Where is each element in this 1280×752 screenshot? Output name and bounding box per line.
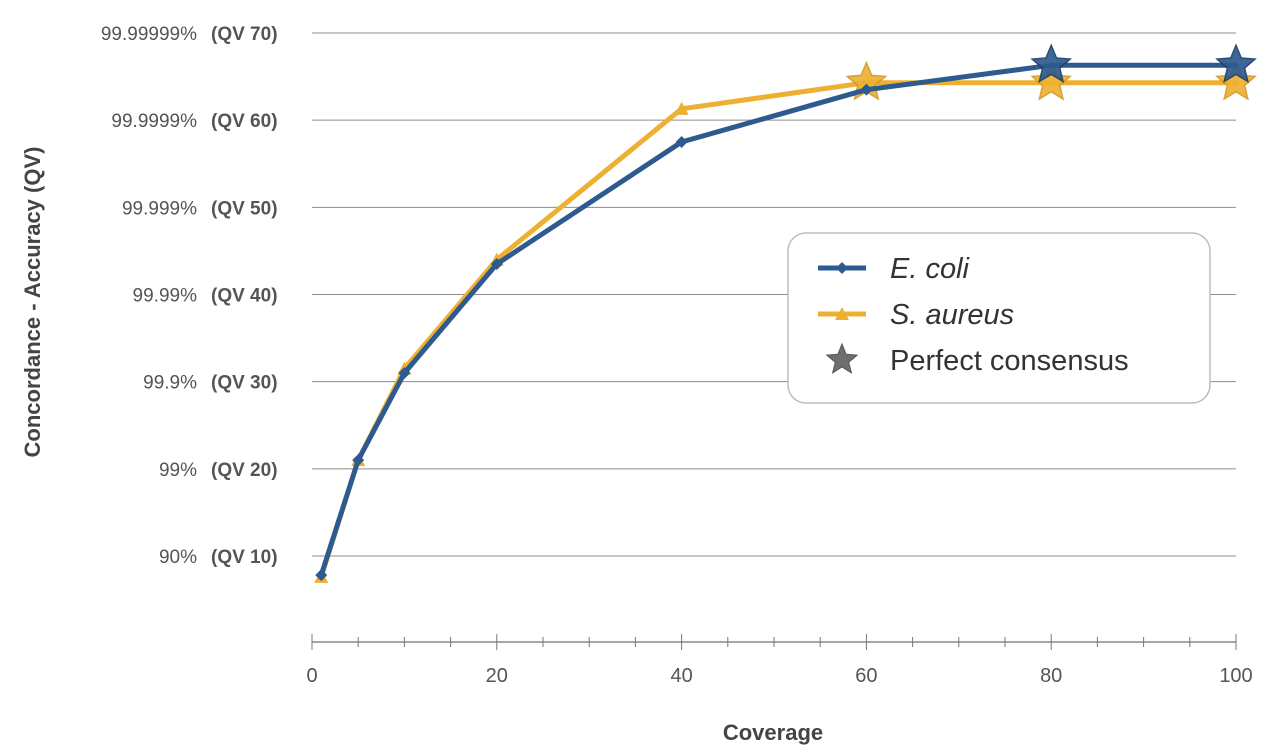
legend: E. coli S. aureus Perfect consensus [787,232,1211,404]
x-axis-title: Coverage [723,720,823,745]
x-tick-label: 60 [855,665,877,687]
legend-box [787,232,1211,404]
y-tick-label-qv: (QV 60) [211,111,278,132]
y-tick-label-pct: 90% [159,547,197,568]
y-tick-label-qv: (QV 20) [211,460,278,481]
y-tick-label-pct: 99% [159,460,197,481]
perfect-consensus-star [1030,60,1073,101]
data-point-diamond [860,83,873,96]
x-tick-label: 40 [670,665,692,687]
y-tick-label-pct: 99.9999% [111,111,197,132]
x-tick-label: 0 [306,665,317,687]
x-axis: 0 20 40 60 80 100 [306,634,1253,687]
x-tick-label: 80 [1040,665,1062,687]
legend-label: Perfect consensus [890,345,1129,377]
y-tick-label-pct: 99.99999% [101,24,197,45]
x-tick-label: 20 [486,665,508,687]
y-tick-label-qv: (QV 10) [211,547,278,568]
legend-star-icon [825,342,859,374]
perfect-consensus-star [1215,60,1257,101]
data-point-diamond [315,569,328,582]
legend-item: E. coli [818,253,971,285]
series-group [314,43,1257,583]
data-point-diamond [352,454,365,467]
y-tick-label-qv: (QV 30) [211,373,278,394]
perfect-consensus-star [1030,43,1073,83]
legend-label: S. aureus [890,299,1014,331]
legend-marker-triangle [835,307,849,320]
series-line [318,62,1239,578]
series-e-coli [315,43,1257,582]
legend-item: Perfect consensus [825,342,1129,377]
y-axis-ticks: 90% (QV 10) 99% (QV 20) 99.9% (QV 30) 99.99% (Q… [101,24,278,568]
data-point-diamond [675,135,688,148]
y-tick-label-qv: (QV 40) [211,286,278,307]
y-tick-label-pct: 99.99% [133,286,198,307]
y-tick-label-pct: 99.999% [122,198,197,219]
legend-marker-diamond [836,262,848,274]
legend-item: S. aureus [818,299,1014,331]
legend-label: E. coli [890,253,971,285]
y-tick-label-qv: (QV 70) [211,24,278,45]
data-point-diamond [490,257,503,270]
data-point-diamond [398,366,411,379]
y-axis-title: Concordance - Accuracy (QV) [20,147,45,458]
y-tick-label-pct: 99.9% [143,373,197,394]
perfect-consensus-star [1215,43,1257,83]
y-tick-label-qv: (QV 50) [211,198,278,219]
data-point-triangle [674,101,689,115]
x-tick-label: 100 [1219,665,1252,687]
